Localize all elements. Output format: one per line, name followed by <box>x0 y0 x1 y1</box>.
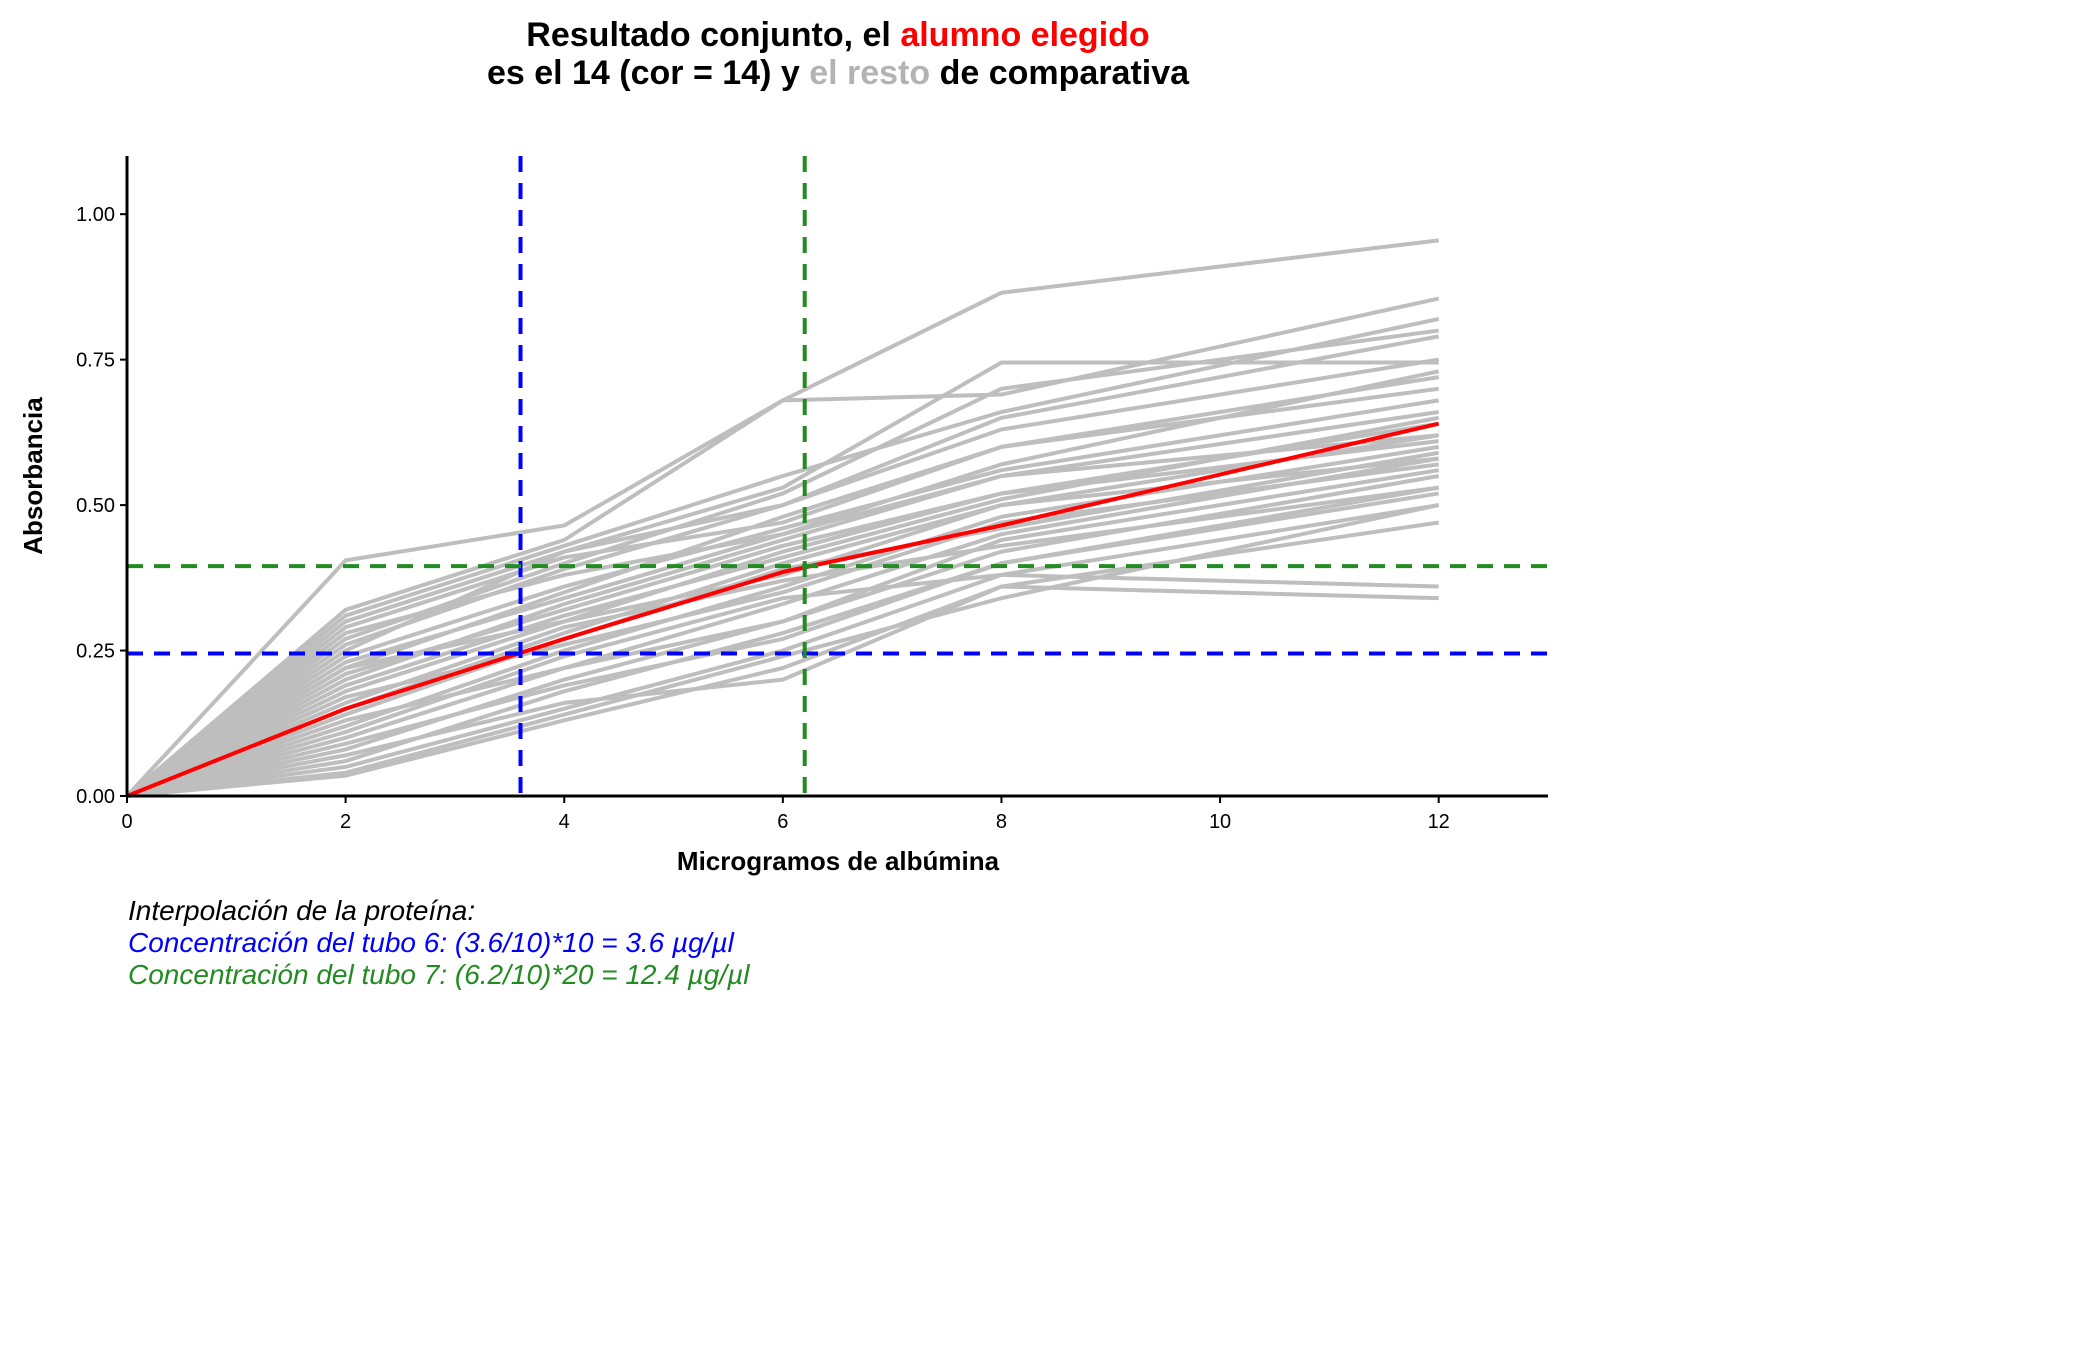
x-tick-label: 0 <box>121 811 132 833</box>
y-tick-label: 0.75 <box>76 350 115 372</box>
y-axis-title: Absorbancia <box>18 397 48 555</box>
title-segment: el resto <box>809 54 930 92</box>
x-axis-ticks: 0 2 4 6 8 10 12 <box>121 796 1450 833</box>
caption-line-1: Interpolación de la proteína: <box>128 895 475 926</box>
comparison-series-line-26 <box>125 316 1440 798</box>
y-tick-label: 0.50 <box>76 495 115 517</box>
highlight-series-line <box>126 421 1440 798</box>
x-tick-label: 6 <box>777 811 788 833</box>
line-chart: Resultado conjunto, el alumno elegido es… <box>18 16 1548 990</box>
caption-line-3: Concentración del tubo 7: (6.2/10)*20 = … <box>128 959 750 990</box>
comparison-series-group <box>125 238 1440 798</box>
comparison-series-line-24 <box>125 398 1440 798</box>
y-tick-label: 0.00 <box>76 786 115 808</box>
caption-line-2: Concentración del tubo 6: (3.6/10)*10 = … <box>128 927 735 958</box>
axes <box>125 156 1548 798</box>
y-tick-label: 1.00 <box>76 204 115 226</box>
chart-title-line-1: Resultado conjunto, el alumno elegido <box>526 16 1149 54</box>
x-tick-label: 2 <box>340 811 351 833</box>
comparison-series-line-11 <box>126 456 1440 798</box>
comparison-series-line-18 <box>126 462 1439 798</box>
title-segment: alumno elegido <box>900 16 1149 54</box>
comparison-series-line-14 <box>126 503 1440 798</box>
title-segment: es el 14 (cor = 14) y <box>487 54 809 92</box>
y-tick-label: 0.25 <box>76 641 115 663</box>
chart-title-line-2: es el 14 (cor = 14) y el resto de compar… <box>487 54 1190 92</box>
reference-lines-group <box>127 156 1548 796</box>
comparison-series-line-7 <box>126 410 1439 798</box>
comparison-series-line-5 <box>125 334 1440 798</box>
comparison-series-line-27 <box>125 386 1439 798</box>
comparison-series-line-16 <box>125 433 1439 798</box>
x-tick-label: 10 <box>1209 811 1231 833</box>
x-tick-label: 12 <box>1428 811 1450 833</box>
comparison-series-line-19 <box>126 468 1440 798</box>
comparison-series-line-25 <box>125 357 1440 798</box>
comparison-series-line-1 <box>125 238 1439 798</box>
comparison-series-line-22 <box>126 572 1439 798</box>
chart-title: Resultado conjunto, el alumno elegido es… <box>487 16 1190 92</box>
caption: Interpolación de la proteína: Concentrac… <box>128 895 750 990</box>
comparison-series-line-17 <box>125 456 1439 798</box>
comparison-series-line-12 <box>126 474 1440 798</box>
title-segment: de comparativa <box>930 54 1190 92</box>
comparison-series-line-32 <box>126 503 1440 798</box>
comparison-series-line-3 <box>125 360 1439 798</box>
x-axis-title: Microgramos de albúmina <box>677 846 1000 876</box>
comparison-series-line-20 <box>126 491 1440 798</box>
comparison-series-line-30 <box>126 415 1440 798</box>
x-tick-label: 8 <box>996 811 1007 833</box>
y-axis-ticks: 0.00 0.25 0.50 0.75 1.00 <box>76 204 127 808</box>
x-tick-label: 4 <box>559 811 570 833</box>
highlight-series-group <box>126 421 1440 798</box>
title-segment: Resultado conjunto, el <box>526 16 900 54</box>
comparison-series-line-21 <box>126 584 1439 798</box>
